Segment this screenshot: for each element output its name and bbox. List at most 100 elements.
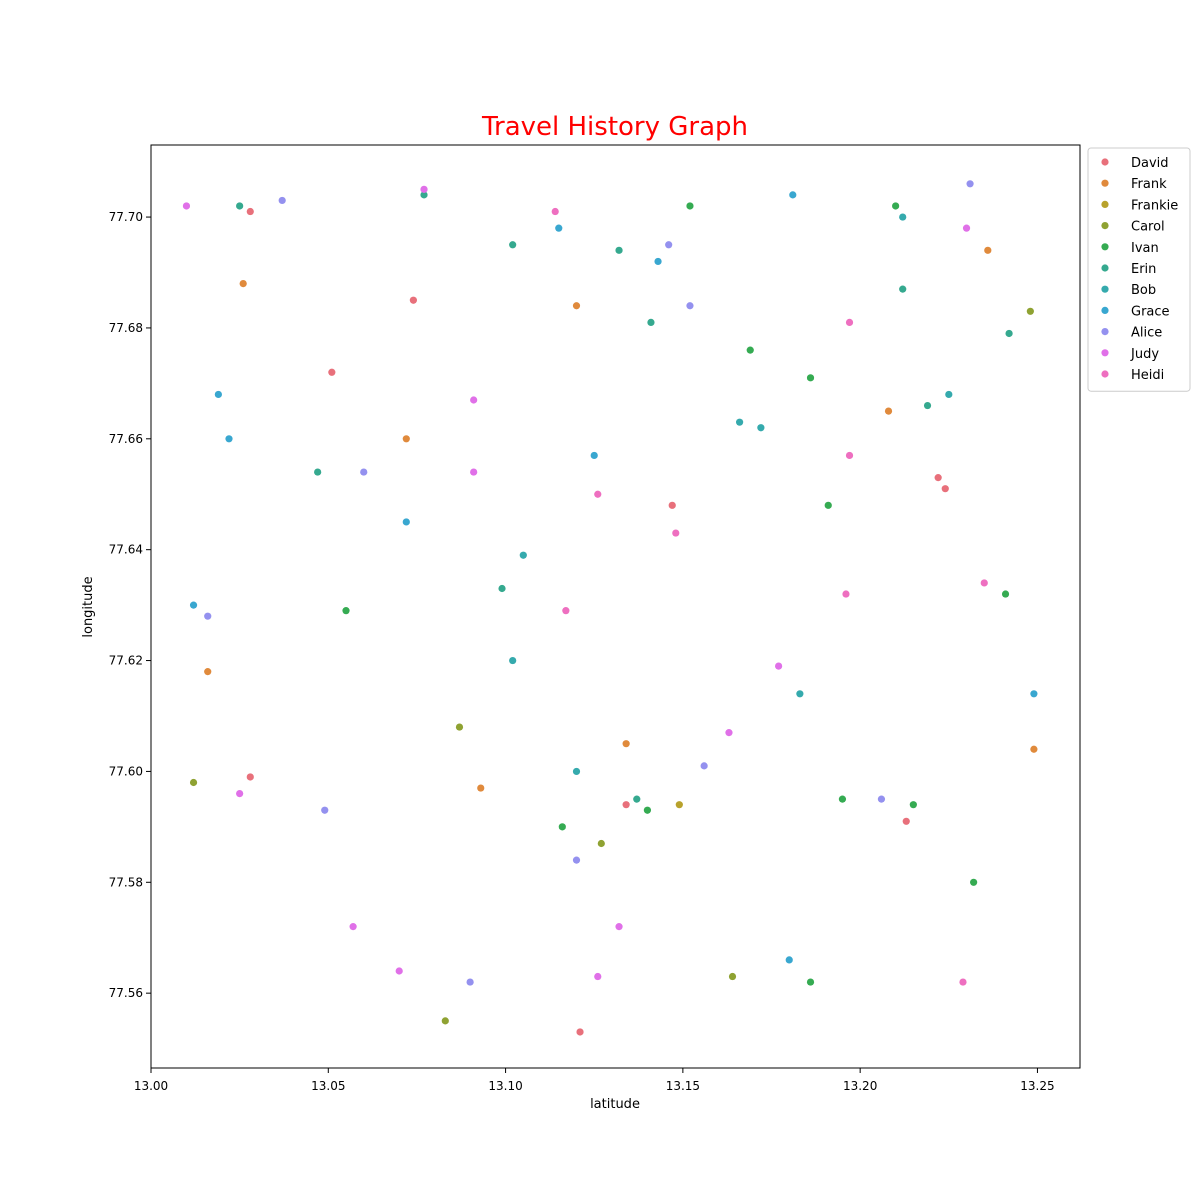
data-point-grace xyxy=(214,390,222,399)
data-point-alice xyxy=(360,468,368,476)
data-point-erin xyxy=(615,246,623,254)
y-tick-label: 77.62 xyxy=(109,654,143,668)
legend-marker-erin xyxy=(1101,264,1109,272)
data-point-frank xyxy=(984,246,992,254)
data-point-david xyxy=(576,1028,584,1036)
data-point-frankie xyxy=(675,801,683,809)
data-point-judy xyxy=(182,202,191,210)
legend-label-carol: Carol xyxy=(1131,220,1165,235)
data-point-grace xyxy=(189,601,198,609)
data-point-bob xyxy=(572,767,581,776)
data-point-ivan xyxy=(1001,590,1010,598)
data-point-judy xyxy=(395,967,403,975)
y-tick-label: 77.68 xyxy=(109,321,143,335)
x-tick-label: 13.25 xyxy=(1020,1079,1054,1093)
data-point-judy xyxy=(962,224,971,232)
data-point-erin xyxy=(899,285,907,293)
data-point-ivan xyxy=(892,202,900,210)
data-point-david xyxy=(409,296,417,304)
data-point-frank xyxy=(622,740,630,748)
data-point-judy xyxy=(725,729,733,737)
data-point-heidi xyxy=(562,607,570,615)
legend-box xyxy=(1087,147,1191,392)
data-point-david xyxy=(246,207,254,216)
legend-marker-david xyxy=(1101,158,1109,166)
x-axis-label: latitude xyxy=(590,1097,640,1112)
data-point-grace xyxy=(225,435,233,443)
data-point-david xyxy=(328,368,336,376)
data-point-alice xyxy=(278,196,286,205)
data-point-ivan xyxy=(806,978,815,986)
legend-label-ivan: Ivan xyxy=(1131,241,1159,256)
data-point-bob xyxy=(736,418,744,426)
data-point-frank xyxy=(1030,745,1038,753)
data-point-carol xyxy=(1026,307,1034,315)
legend-marker-carol xyxy=(1101,222,1109,230)
data-point-grace xyxy=(789,191,797,199)
data-point-judy xyxy=(615,923,623,931)
data-point-carol xyxy=(728,972,737,981)
data-point-frank xyxy=(477,784,485,792)
plot-area xyxy=(150,144,1081,1069)
data-point-alice xyxy=(877,795,886,803)
chart-title: Travel History Graph xyxy=(481,112,748,142)
y-tick-label: 77.70 xyxy=(109,210,143,224)
data-point-heidi xyxy=(845,451,854,460)
data-point-heidi xyxy=(959,978,967,986)
legend-label-david: David xyxy=(1131,156,1169,171)
data-point-grace xyxy=(555,224,563,232)
data-point-erin xyxy=(498,584,506,593)
data-point-alice xyxy=(966,180,974,188)
data-point-carol xyxy=(441,1017,449,1025)
data-point-david xyxy=(668,501,676,509)
data-point-frank xyxy=(239,279,247,288)
data-point-heidi xyxy=(672,529,680,537)
data-point-ivan xyxy=(970,878,978,886)
y-tick-label: 77.64 xyxy=(109,543,143,557)
y-tick-label: 77.56 xyxy=(109,986,143,1000)
data-point-judy xyxy=(470,468,478,476)
data-point-grace xyxy=(402,518,410,526)
data-point-carol xyxy=(455,723,464,731)
data-point-judy xyxy=(775,662,783,670)
data-point-david xyxy=(246,773,254,781)
data-point-alice xyxy=(204,612,212,620)
data-point-judy xyxy=(349,923,357,931)
legend-label-grace: Grace xyxy=(1131,304,1170,319)
x-tick-label: 13.10 xyxy=(488,1079,522,1093)
legend-marker-judy xyxy=(1101,349,1109,357)
data-point-heidi xyxy=(980,579,988,587)
data-point-erin xyxy=(509,241,517,249)
data-point-judy xyxy=(470,396,478,404)
legend-label-frankie: Frankie xyxy=(1131,198,1178,213)
data-point-erin xyxy=(647,318,655,326)
legend-marker-ivan xyxy=(1101,243,1109,251)
legend-marker-grace xyxy=(1101,306,1109,314)
data-point-judy xyxy=(420,185,428,193)
data-point-frank xyxy=(572,302,581,310)
y-tick-label: 77.58 xyxy=(109,875,143,889)
legend: David Frank Frankie Carol Ivan Erin Bob Grace Al… xyxy=(1087,147,1191,392)
data-point-carol xyxy=(189,778,198,787)
data-point-judy xyxy=(236,789,244,798)
legend-marker-frank xyxy=(1101,179,1109,187)
axis-ticks: 13.00 13.05 13.10 13.15 13.20 13.25 77.56 77.58… xyxy=(109,210,1055,1093)
data-point-heidi xyxy=(551,207,559,216)
data-point-erin xyxy=(420,191,428,199)
data-point-frank xyxy=(884,407,893,415)
data-point-ivan xyxy=(686,202,694,210)
data-point-alice xyxy=(700,762,708,770)
legend-label-alice: Alice xyxy=(1131,326,1162,341)
data-point-bob xyxy=(519,551,527,559)
data-point-heidi xyxy=(594,490,602,498)
data-point-bob xyxy=(945,390,953,399)
data-point-judy xyxy=(594,972,602,981)
data-point-heidi xyxy=(845,318,854,326)
data-point-bob xyxy=(509,656,517,665)
legend-label-heidi: Heidi xyxy=(1131,368,1164,383)
x-tick-label: 13.15 xyxy=(666,1079,700,1093)
data-point-grace xyxy=(654,257,662,266)
data-point-ivan xyxy=(558,823,566,831)
data-point-erin xyxy=(633,795,641,803)
